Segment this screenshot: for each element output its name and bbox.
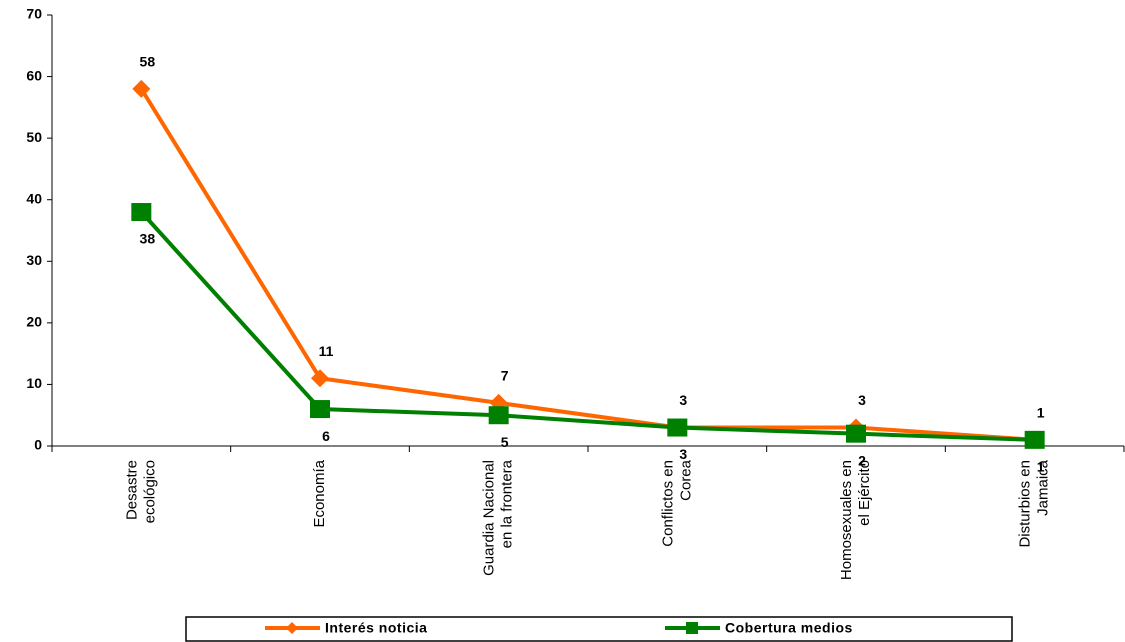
- data-label: 3: [679, 392, 687, 408]
- marker: [846, 424, 866, 443]
- y-tick-label: 30: [26, 252, 42, 268]
- legend-label: Cobertura medios: [725, 620, 853, 636]
- x-tick-label: Guardia Nacional: [481, 460, 498, 576]
- data-label: 58: [140, 54, 156, 70]
- x-tick-label: Conflictos en: [659, 460, 676, 547]
- data-label: 5: [501, 434, 509, 450]
- legend-marker: [686, 622, 698, 634]
- x-tick-label: en la frontera: [499, 459, 516, 548]
- marker: [132, 79, 151, 98]
- marker: [310, 400, 330, 419]
- marker: [131, 203, 152, 222]
- y-tick-label: 60: [26, 67, 42, 83]
- data-label: 38: [140, 231, 156, 247]
- x-tick-label: Homosexuales en: [838, 460, 855, 580]
- x-tick-label: Disturbios en: [1017, 460, 1034, 548]
- data-label: 7: [501, 368, 509, 384]
- marker: [488, 406, 509, 425]
- y-tick-label: 70: [26, 6, 42, 22]
- y-tick-label: 40: [26, 190, 42, 206]
- y-tick-label: 10: [26, 375, 42, 391]
- data-label: 3: [858, 392, 866, 408]
- data-label: 1: [1037, 459, 1045, 475]
- legend-label: Interés noticia: [325, 620, 427, 636]
- x-tick-label: el Ejército: [856, 460, 873, 526]
- x-tick-label: Desastre: [123, 460, 140, 520]
- x-tick-label: Corea: [677, 459, 694, 501]
- marker: [311, 369, 329, 388]
- y-tick-label: 50: [26, 129, 42, 145]
- data-label: 1: [1037, 405, 1045, 421]
- marker: [1024, 430, 1045, 449]
- line: [139, 87, 1035, 442]
- legend-box: [185, 616, 1013, 642]
- x-tick-label: Economía: [311, 459, 328, 527]
- data-label: 2: [858, 452, 866, 468]
- y-tick-label: 20: [26, 314, 42, 330]
- y-tick-label: 0: [34, 437, 42, 453]
- x-tick-label: Jamaica: [1035, 459, 1052, 516]
- marker: [667, 418, 688, 437]
- legend-marker: [286, 622, 298, 634]
- data-label: 11: [319, 343, 334, 359]
- x-tick-label: ecológico: [141, 460, 158, 523]
- data-label: 6: [322, 428, 330, 444]
- data-label: 3: [679, 446, 687, 462]
- line: [139, 210, 1035, 442]
